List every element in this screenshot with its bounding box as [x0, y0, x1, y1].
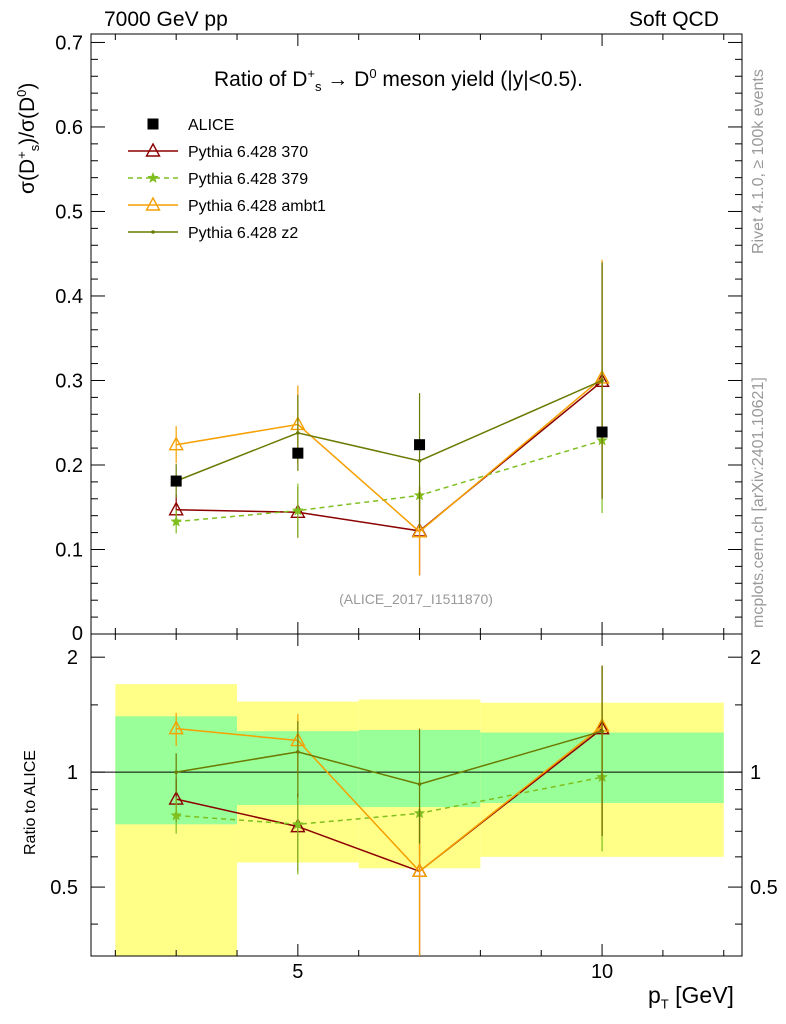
ratio-y-tick-label-right: 2: [750, 647, 761, 669]
title-suffix: meson yield (|y|<0.5).: [376, 68, 583, 91]
ratio-line-z2: [176, 730, 603, 785]
ratio-frame: [90, 633, 743, 957]
analysis-watermark: (ALICE_2017_I1511870): [339, 591, 493, 607]
title-sub1: s: [314, 79, 322, 95]
y-tick-label: 0.5: [55, 201, 83, 223]
ylab-c: ): [16, 82, 39, 90]
title-sup1: +: [307, 66, 315, 81]
title-sup2: 0: [369, 66, 377, 81]
header-right: Soft QCD: [629, 8, 719, 31]
point-z2: [600, 378, 604, 383]
point-alice: [596, 426, 608, 438]
legend-label-p379: Pythia 6.428 379: [188, 171, 308, 188]
x-tick-label: 10: [591, 961, 613, 983]
point-z2: [296, 431, 300, 435]
legend-marker-alice: [147, 118, 159, 130]
ratio-point-ambt1: [411, 862, 428, 877]
xlab-sub: T: [660, 996, 669, 1012]
y-tick-label: 0.4: [55, 286, 83, 308]
point-ambt1: [168, 436, 184, 451]
rivet-label: Rivet 4.1.0, ≥ 100k events: [750, 69, 767, 254]
axis-frames: [90, 33, 743, 957]
legend-label-alice: ALICE: [188, 117, 234, 134]
y-tick-label: 0.6: [55, 117, 83, 139]
ratio-y-tick-label-right: 0.5: [750, 877, 778, 899]
ratio-point-p379: [291, 818, 304, 830]
axis-ticks: 5 10 0.1 0.2 0.3 0.4 0.5 0.6 0.7 0 0.5 0.5 1 1 2 2 (ALIC…: [50, 32, 778, 983]
mcplots-label: mcplots.cern.ch [arXiv:2401.10621]: [750, 377, 767, 628]
header-left: 7000 GeV pp: [104, 8, 228, 31]
legend-marker-p379: [147, 171, 159, 184]
y-tick-label: 0.3: [55, 370, 83, 392]
series-line-p370: [176, 380, 603, 532]
legend: ALICE Pythia 6.428 370 Pythia 6.428 379 Pyt…: [128, 117, 326, 242]
ratio-y-tick-label: 0.5: [50, 877, 78, 899]
chart-title: Ratio of D+s → D0 meson yield (|y|<0.5).: [214, 66, 583, 94]
legend-label-z2: Pythia 6.428 z2: [188, 225, 298, 242]
ylab-sup2: 0: [14, 89, 29, 97]
ratio-line-p379: [176, 776, 603, 826]
ratio-y-tick-label: 2: [67, 647, 78, 669]
ratio-point-z2: [174, 770, 178, 774]
ylab-sub1: s: [27, 144, 43, 152]
ratio-point-z2: [296, 750, 300, 754]
ratio-y-axis-label: Ratio to ALICE: [22, 750, 39, 855]
ratio-point-p379: [170, 809, 183, 821]
title-arrow: → D: [321, 68, 370, 91]
legend-marker-ambt1: [145, 196, 161, 211]
y-tick-label-zero: 0: [72, 623, 83, 645]
legend-marker-z2: [151, 230, 155, 234]
y-tick-label: 0.7: [55, 32, 83, 54]
ratio-point-z2: [600, 729, 604, 733]
xlab-b: [GeV]: [668, 982, 734, 1008]
point-p379: [170, 515, 183, 527]
point-ambt1: [411, 523, 428, 538]
xlab-a: p: [648, 982, 661, 1008]
series-line-ambt1: [176, 377, 603, 533]
point-alice: [170, 475, 182, 487]
ratio-line-ambt1: [176, 725, 603, 873]
y-axis-label: σ(D+s)/σ(D0): [14, 83, 42, 194]
x-tick-label: 5: [292, 961, 303, 983]
ylab-sup1: +: [14, 151, 29, 159]
point-z2: [417, 458, 422, 463]
y-tick-label: 0.2: [55, 455, 83, 477]
ratio-y-tick-label: 1: [67, 762, 78, 784]
legend-label-ambt1: Pythia 6.428 ambt1: [188, 198, 326, 215]
ratio-point-ambt1: [168, 720, 184, 735]
point-alice: [414, 439, 426, 451]
legend-marker-p370: [145, 142, 161, 157]
ylab-a: σ(D: [16, 158, 39, 194]
ratio-y-tick-label-right: 1: [750, 762, 761, 784]
ratio-line-p370: [176, 728, 603, 873]
title-prefix: Ratio of D: [214, 68, 308, 91]
x-axis-label: pT [GeV]: [648, 982, 734, 1012]
series-group: [168, 259, 610, 956]
y-tick-label: 0.1: [55, 539, 83, 561]
point-p379: [291, 504, 304, 516]
ratio-point-z2: [417, 782, 422, 786]
point-alice: [292, 447, 304, 459]
series-line-z2: [175, 379, 603, 482]
ylab-b: )/σ(D: [16, 96, 39, 145]
legend-label-p370: Pythia 6.428 370: [188, 144, 308, 161]
series-line-p379: [176, 439, 603, 523]
